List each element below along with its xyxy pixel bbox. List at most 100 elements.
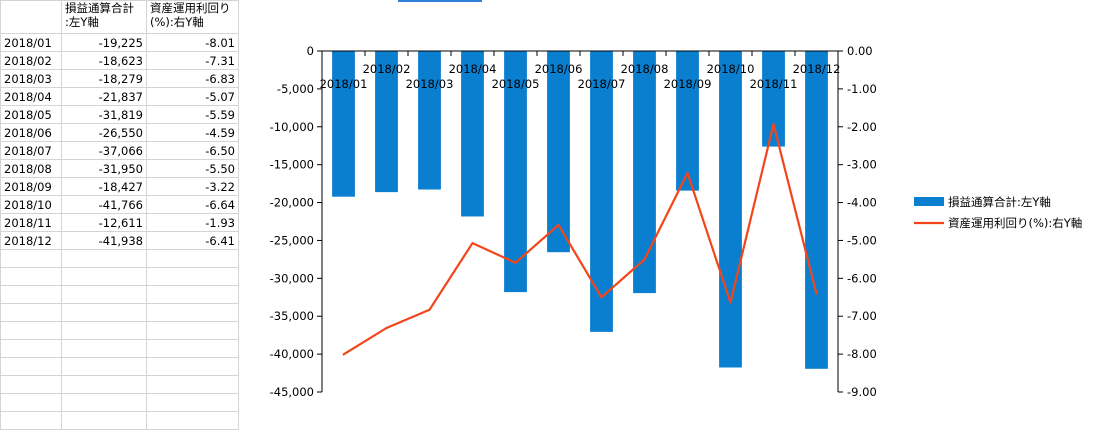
bar xyxy=(418,51,441,190)
left-tick-label: -35,000 xyxy=(270,309,314,323)
yield-cell[interactable]: -7.31 xyxy=(146,51,239,70)
line-point xyxy=(600,296,603,299)
profit-loss-cell[interactable]: -18,279 xyxy=(61,69,147,88)
right-tick-label: -4.00 xyxy=(847,196,877,210)
bar xyxy=(762,51,785,147)
right-tick-label: -1.00 xyxy=(847,82,877,96)
month-cell[interactable]: 2018/10 xyxy=(0,195,62,214)
line-point xyxy=(428,308,431,311)
header-text: 損益通算合計 xyxy=(65,1,134,16)
yield-cell[interactable]: -6.50 xyxy=(146,141,239,160)
line-point xyxy=(815,292,818,295)
right-tick-label: -6.00 xyxy=(847,271,877,285)
empty-row xyxy=(0,339,239,358)
bar-series xyxy=(332,51,828,369)
month-cell[interactable]: 2018/04 xyxy=(0,87,62,106)
left-tick-label: -45,000 xyxy=(270,385,314,399)
left-tick-label: -25,000 xyxy=(270,233,314,247)
empty-row xyxy=(0,249,239,268)
table-row: 2018/06 -26,550 -4.59 xyxy=(0,123,239,142)
bar xyxy=(332,51,355,197)
left-tick-label: 0 xyxy=(307,44,314,58)
left-tick-label: -40,000 xyxy=(270,347,314,361)
line-series xyxy=(342,123,818,356)
bar xyxy=(676,51,699,191)
line-point xyxy=(729,301,732,304)
yield-cell[interactable]: -5.50 xyxy=(146,159,239,178)
axes xyxy=(321,50,839,392)
month-cell[interactable]: 2018/02 xyxy=(0,51,62,70)
left-tick-label: -5,000 xyxy=(277,82,314,96)
empty-row xyxy=(0,357,239,376)
left-tick-label: -20,000 xyxy=(270,196,314,210)
line-point xyxy=(643,258,646,261)
category-label: 2018/05 xyxy=(492,77,540,91)
empty-row xyxy=(0,285,239,304)
right-tick-label: -9.00 xyxy=(847,385,877,399)
bar xyxy=(590,51,613,332)
category-label: 2018/02 xyxy=(363,62,411,76)
yield-cell[interactable]: -8.01 xyxy=(146,33,239,52)
right-tick-label: -2.00 xyxy=(847,120,877,134)
profit-loss-cell[interactable]: -19,225 xyxy=(61,33,147,52)
bar xyxy=(375,51,398,193)
profit-loss-cell[interactable]: -41,766 xyxy=(61,195,147,214)
selection-accent-line xyxy=(398,0,482,2)
line-point xyxy=(557,223,560,226)
table-row: 2018/01 -19,225 -8.01 xyxy=(0,33,239,52)
left-tick-label: -30,000 xyxy=(270,271,314,285)
spreadsheet-grid[interactable]: 損益通算合計 :左Y軸 資産運用利回り (%):右Y軸 2018/01 -19,2… xyxy=(0,0,239,430)
legend-bar-swatch xyxy=(914,197,944,206)
table-row: 2018/05 -31,819 -5.59 xyxy=(0,105,239,124)
table-row: 2018/02 -18,623 -7.31 xyxy=(0,51,239,70)
table-row: 2018/03 -18,279 -6.83 xyxy=(0,69,239,88)
category-label: 2018/03 xyxy=(406,77,454,91)
yield-cell[interactable]: -6.83 xyxy=(146,69,239,88)
line-point xyxy=(342,353,345,356)
category-label: 2018/07 xyxy=(578,77,626,91)
month-cell[interactable]: 2018/03 xyxy=(0,69,62,88)
right-axis-ticks: 0.00 -1.00 -2.00 -3.00 -4.00 -5.00 -6.00 -7.00 -… xyxy=(838,44,877,399)
category-labels: 2018/012018/022018/032018/042018/052018/… xyxy=(320,51,841,91)
line-point xyxy=(686,172,689,175)
right-tick-label: -3.00 xyxy=(847,158,877,172)
empty-row xyxy=(0,393,239,412)
right-tick-label: -5.00 xyxy=(847,233,877,247)
header-text: 資産運用利回り xyxy=(150,1,231,16)
bar xyxy=(805,51,828,369)
yield-cell[interactable]: -4.59 xyxy=(146,123,239,142)
legend-label: 損益通算合計:左Y軸 xyxy=(948,195,1051,209)
category-label: 2018/10 xyxy=(707,62,755,76)
right-tick-label: -8.00 xyxy=(847,347,877,361)
header-text: (%):右Y軸 xyxy=(150,15,204,29)
category-label: 2018/09 xyxy=(664,77,712,91)
category-label: 2018/12 xyxy=(793,62,841,76)
profit-loss-cell[interactable]: -21,837 xyxy=(61,87,147,106)
sheet-body: 2018/01 -19,225 -8.01 2018/02 -18,623 -7.31 20… xyxy=(0,33,239,430)
left-tick-label: -10,000 xyxy=(270,120,314,134)
category-label: 2018/11 xyxy=(750,77,798,91)
month-cell[interactable]: 2018/11 xyxy=(0,213,62,232)
bar xyxy=(719,51,742,368)
left-tick-label: -15,000 xyxy=(270,158,314,172)
bar xyxy=(504,51,527,293)
line-point xyxy=(514,261,517,264)
table-row: 2018/10 -41,766 -6.64 xyxy=(0,195,239,214)
profit-loss-cell[interactable]: -41,938 xyxy=(61,231,147,250)
legend-label: 資産運用利回り(%):右Y軸 xyxy=(948,216,1082,230)
table-row: 2018/04 -21,837 -5.07 xyxy=(0,87,239,106)
table-row: 2018/11 -12,611 -1.93 xyxy=(0,213,239,232)
table-row: 2018/12 -41,938 -6.41 xyxy=(0,231,239,250)
category-label: 2018/04 xyxy=(449,62,497,76)
left-axis-ticks: 0 -5,000 -10,000 -15,000 -20,000 -25,000 -30,0… xyxy=(270,44,322,399)
line-point xyxy=(471,242,474,245)
bar xyxy=(633,51,656,294)
right-tick-label: 0.00 xyxy=(847,44,873,58)
empty-row xyxy=(0,375,239,394)
month-cell[interactable]: 2018/05 xyxy=(0,105,62,124)
header-text: :左Y軸 xyxy=(65,15,99,29)
profit-loss-cell[interactable]: -37,066 xyxy=(61,141,147,160)
line-point xyxy=(772,123,775,126)
